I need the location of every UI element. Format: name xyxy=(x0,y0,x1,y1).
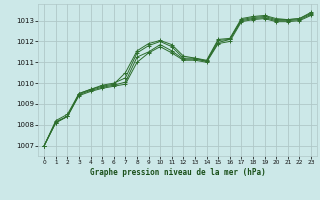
X-axis label: Graphe pression niveau de la mer (hPa): Graphe pression niveau de la mer (hPa) xyxy=(90,168,266,177)
